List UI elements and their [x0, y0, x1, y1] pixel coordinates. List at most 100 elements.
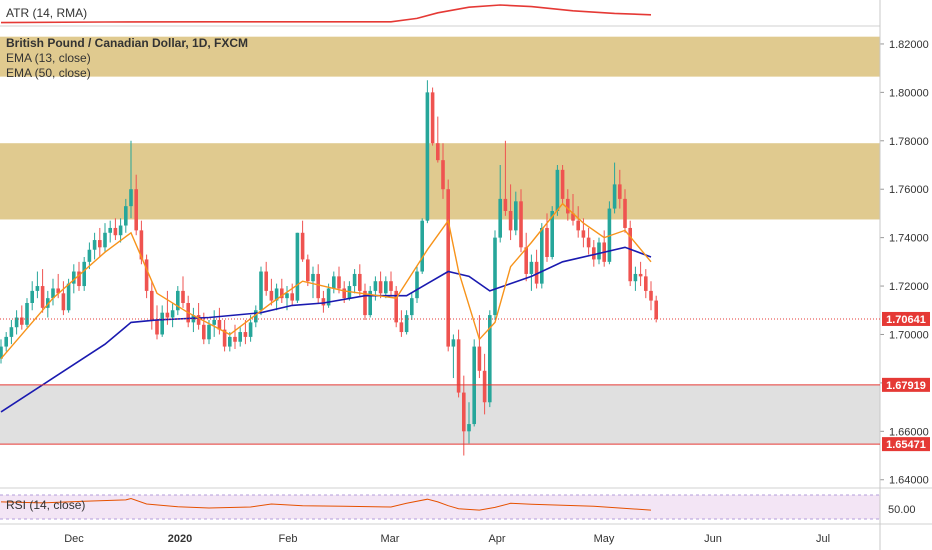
candle-body [633, 273, 638, 282]
time-tick-label: Jun [704, 533, 722, 545]
candle-body [82, 261, 86, 287]
candle-body [545, 227, 549, 257]
candle-body [597, 242, 601, 260]
candle-body [295, 232, 300, 301]
candle-body [404, 315, 409, 333]
candle-body [290, 293, 294, 301]
price-axis-ticks: 1.82000 1.80000 1.78000 1.76000 1.74000 1.720… [889, 39, 929, 487]
candle-body [207, 324, 211, 340]
level-lower-tag [882, 437, 930, 452]
ema13-legend: EMA (13, close) [6, 51, 91, 65]
candle-body [51, 288, 55, 299]
candle-body [592, 247, 596, 260]
candle-body [425, 92, 430, 221]
candle-body [217, 319, 222, 330]
candle-body [300, 232, 305, 260]
candle-body [134, 189, 138, 231]
candle-body [628, 227, 632, 282]
candle-body [228, 336, 232, 347]
candle-body [571, 213, 575, 221]
time-tick-label: Jul [816, 533, 830, 545]
candle-body [488, 315, 492, 403]
candle-body [259, 271, 263, 311]
resistance-zone-1 [0, 36, 880, 77]
time-tick-label: May [594, 533, 615, 545]
candle-body [25, 303, 29, 325]
candle-body [118, 225, 123, 236]
candle-body [618, 184, 622, 199]
candle-body [202, 324, 206, 340]
chart-title: British Pound / Canadian Dollar, 1D, FXC… [6, 36, 248, 50]
candle-body [124, 206, 128, 226]
candle-body [503, 198, 508, 211]
candle-body [40, 286, 45, 308]
current-price-tag-text: 1.70641 [886, 314, 926, 326]
rsi-axis-tick: 50.00 [888, 504, 916, 516]
candle-body [467, 424, 471, 432]
candle-body [4, 336, 8, 347]
candle-body [165, 312, 170, 318]
candle-body [456, 339, 461, 393]
price-tick-label: 1.66000 [889, 426, 929, 438]
level-lower-tag-text: 1.65471 [886, 439, 926, 451]
candle-body [181, 290, 185, 303]
candle-body [160, 312, 164, 335]
support-zone [0, 384, 880, 445]
candle-body [482, 370, 487, 403]
candle-body [446, 189, 450, 347]
candle-body [519, 201, 523, 248]
rsi-legend: RSI (14, close) [6, 498, 85, 512]
candle-body [238, 332, 242, 342]
candle-body [56, 288, 60, 294]
candle-body [534, 261, 539, 284]
candle-body [311, 273, 315, 282]
candle-body [363, 290, 367, 316]
time-tick-label: Dec [64, 533, 84, 545]
candle-body [150, 290, 154, 320]
candle-body [430, 92, 435, 144]
price-tick-label: 1.74000 [889, 233, 929, 245]
price-tick-label: 1.78000 [889, 136, 929, 148]
candle-body [222, 329, 227, 347]
rsi-band [0, 495, 880, 519]
candle-body [352, 273, 357, 287]
candle-body [196, 315, 201, 325]
candle-body [98, 240, 102, 248]
candle-body [326, 288, 331, 306]
candle-body [368, 290, 372, 316]
zones-layer [0, 36, 880, 445]
rsi-line [0, 497, 652, 511]
candle-body [555, 169, 560, 211]
candles-layer [0, 80, 658, 456]
candle-body [274, 288, 279, 301]
candle-body [248, 322, 253, 337]
candle-body [550, 211, 554, 257]
candle-body [77, 271, 81, 287]
candle-body [420, 220, 424, 272]
ema50-legend: EMA (50, close) [6, 66, 91, 80]
candle-body [20, 317, 24, 325]
candle-body [264, 271, 268, 291]
candle-body [113, 227, 118, 236]
candle-body [35, 286, 40, 291]
candle-body [280, 288, 284, 299]
candle-body [623, 198, 627, 228]
candle-body [61, 293, 66, 311]
candle-body [72, 271, 76, 284]
candle-body [243, 332, 248, 337]
current-price-tag [882, 311, 930, 326]
candle-body [87, 249, 92, 262]
candle-body [514, 201, 518, 231]
time-axis-ticks: Dec 2020 Feb Mar Apr May Jun Jul [64, 533, 830, 545]
candle-body [269, 290, 274, 301]
candle-body [612, 184, 617, 209]
price-tick-label: 1.76000 [889, 184, 929, 196]
candle-body [373, 281, 378, 291]
ema50-line [0, 246, 652, 413]
candle-body [342, 288, 346, 299]
grid-layer [880, 43, 884, 481]
candle-body [399, 322, 404, 333]
candle-body [108, 227, 112, 233]
candle-body [389, 281, 393, 291]
